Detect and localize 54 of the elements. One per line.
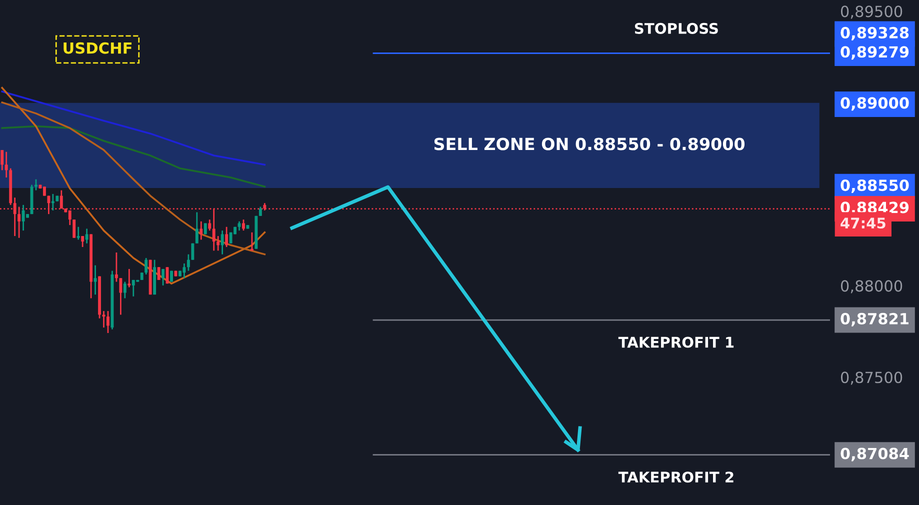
candlestick bbox=[258, 206, 262, 217]
y-tick-label: 0,87500 bbox=[840, 372, 902, 385]
candlestick bbox=[182, 262, 186, 279]
candlestick bbox=[119, 277, 122, 316]
candlestick bbox=[225, 226, 228, 248]
candlestick bbox=[22, 204, 25, 232]
candlestick bbox=[94, 264, 97, 296]
y-tick-label: 0,88550 bbox=[840, 180, 909, 194]
candlestick bbox=[132, 279, 135, 298]
candlestick bbox=[191, 242, 194, 261]
candlestick bbox=[220, 230, 224, 256]
candlestick bbox=[123, 281, 126, 299]
y-tick-label: 0,89500 bbox=[840, 6, 902, 19]
candlestick bbox=[18, 206, 21, 239]
line-series bbox=[1, 86, 266, 285]
candlestick bbox=[47, 195, 50, 215]
candlestick bbox=[166, 266, 169, 284]
candlestick bbox=[242, 218, 245, 232]
candlestick bbox=[208, 218, 212, 232]
candlestick bbox=[102, 310, 106, 328]
y-tick-label: 0,87821 bbox=[840, 312, 908, 326]
candlestick bbox=[0, 149, 4, 171]
y-tick-label: 0,88000 bbox=[840, 280, 902, 294]
candlestick bbox=[106, 310, 110, 334]
ref-line-label: TAKEPROFIT 1 bbox=[618, 336, 734, 348]
band-label: SELL ZONE ON 0.88550 - 0.89000 bbox=[434, 138, 745, 150]
y-tick-label: 0,89000 bbox=[840, 97, 909, 111]
text: 0,89328 bbox=[840, 26, 909, 40]
candlestick bbox=[4, 151, 8, 178]
ref-line-label: STOPLOSS bbox=[634, 22, 718, 34]
candlestick bbox=[72, 218, 76, 239]
candlestick bbox=[216, 235, 220, 252]
candlestick bbox=[157, 266, 160, 281]
text: USDCHF bbox=[64, 42, 132, 54]
line-series bbox=[1, 90, 266, 166]
candlestick bbox=[85, 228, 88, 244]
candlestick bbox=[128, 268, 131, 288]
candlestick bbox=[114, 252, 118, 282]
y-tick-label: 0,88429 bbox=[840, 202, 909, 216]
candlestick bbox=[81, 235, 84, 248]
candlestick bbox=[144, 257, 148, 276]
y-tick-label: 0,89279 bbox=[840, 46, 909, 60]
text: 47:45 bbox=[840, 218, 886, 229]
candlestick bbox=[238, 220, 241, 232]
candlestick bbox=[186, 254, 190, 272]
y-tick-label: 0,87084 bbox=[840, 448, 909, 462]
line-series bbox=[1, 125, 266, 188]
candlestick bbox=[42, 186, 46, 196]
line-series bbox=[1, 102, 266, 256]
ref-line-label: TAKEPROFIT 2 bbox=[618, 472, 734, 483]
candlestick bbox=[76, 226, 80, 240]
candlestick bbox=[200, 220, 203, 240]
candlestick bbox=[195, 212, 198, 244]
candlestick bbox=[162, 268, 165, 286]
